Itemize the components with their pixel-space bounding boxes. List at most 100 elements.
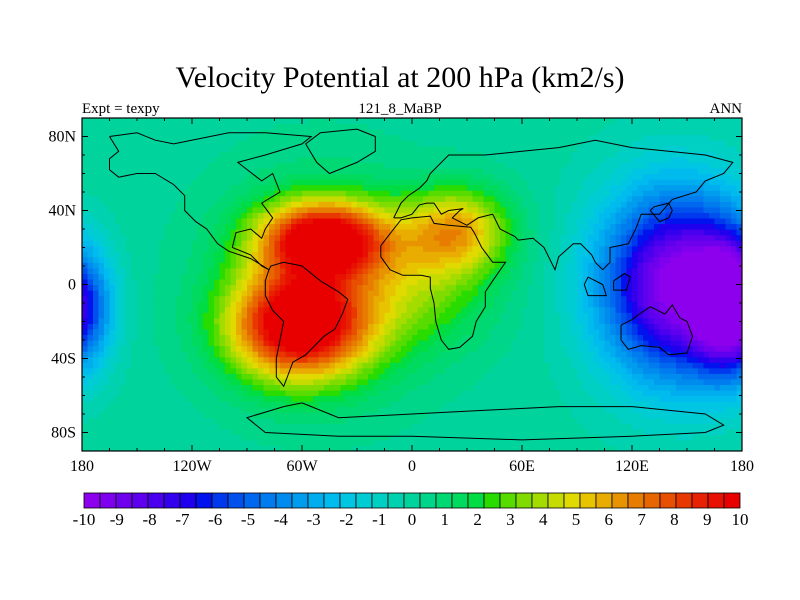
field-cell (505, 406, 512, 413)
field-cell (340, 351, 347, 358)
field-cell (445, 212, 452, 219)
field-cell (324, 356, 331, 363)
field-cell (214, 367, 221, 374)
field-cell (115, 212, 122, 219)
field-cell (115, 356, 122, 363)
field-cell (461, 362, 468, 369)
field-cell (478, 140, 485, 147)
field-cell (280, 284, 287, 291)
field-cell (302, 262, 309, 269)
field-cell (214, 406, 221, 413)
field-cell (115, 234, 122, 241)
field-cell (93, 179, 100, 186)
field-cell (274, 140, 281, 147)
field-cell (357, 190, 364, 197)
field-cell (247, 295, 254, 302)
field-cell (329, 340, 336, 347)
field-cell (522, 406, 529, 413)
field-cell (170, 179, 177, 186)
field-cell (357, 328, 364, 336)
field-cell (252, 251, 259, 258)
field-cell (307, 206, 314, 213)
field-cell (373, 334, 380, 341)
field-cell (296, 234, 303, 241)
field-cell (483, 373, 490, 380)
field-cell (115, 129, 122, 136)
field-cell (82, 190, 89, 197)
field-cell (340, 256, 347, 263)
field-cell (522, 306, 529, 313)
field-cell (417, 345, 424, 352)
field-cell (148, 423, 155, 430)
field-cell (456, 395, 463, 402)
field-cell (142, 306, 149, 313)
field-cell (302, 234, 309, 241)
field-cell (439, 256, 446, 263)
field-cell (472, 401, 479, 408)
field-cell (313, 273, 320, 280)
field-cell (148, 295, 155, 302)
field-cell (269, 423, 276, 430)
field-cell (489, 267, 496, 274)
field-cell (258, 156, 265, 163)
field-cell (450, 223, 457, 230)
field-cell (472, 245, 479, 252)
field-cell (401, 445, 408, 451)
field-cell (318, 290, 325, 297)
field-cell (478, 412, 485, 419)
field-cell (159, 256, 166, 263)
field-cell (225, 162, 232, 169)
field-cell (522, 151, 529, 158)
field-cell (434, 145, 441, 152)
field-cell (423, 389, 430, 397)
field-cell (527, 417, 534, 424)
field-cell (148, 306, 155, 313)
field-cell (329, 123, 336, 130)
field-cell (252, 278, 259, 286)
field-cell (131, 301, 138, 308)
field-cell (131, 145, 138, 152)
field-cell (170, 229, 177, 236)
field-cell (137, 267, 144, 274)
field-cell (395, 434, 402, 441)
field-cell (296, 184, 303, 191)
field-cell (247, 412, 254, 419)
field-cell (274, 306, 281, 313)
field-cell (505, 134, 512, 141)
field-cell (263, 201, 270, 208)
field-cell (93, 273, 100, 280)
field-cell (208, 278, 215, 286)
field-cell (236, 406, 243, 413)
field-cell (434, 167, 441, 175)
field-cell (241, 290, 248, 297)
field-cell (406, 334, 413, 341)
field-cell (329, 212, 336, 219)
field-cell (401, 129, 408, 136)
field-cell (395, 362, 402, 369)
field-cell (274, 217, 281, 225)
field-cell (445, 351, 452, 358)
field-cell (241, 340, 248, 347)
field-cell (252, 179, 259, 186)
field-cell (126, 145, 133, 152)
field-cell (93, 156, 100, 163)
field-cell (329, 223, 336, 230)
field-cell (467, 351, 474, 358)
field-cell (258, 373, 265, 380)
field-cell (461, 334, 468, 341)
field-cell (373, 256, 380, 263)
field-cell (131, 167, 138, 175)
field-cell (445, 123, 452, 130)
field-cell (456, 240, 463, 247)
field-cell (87, 262, 94, 269)
field-cell (269, 190, 276, 197)
field-cell (115, 145, 122, 152)
field-cell (417, 401, 424, 408)
field-cell (142, 395, 149, 402)
field-cell (527, 401, 534, 408)
field-cell (500, 295, 507, 302)
field-cell (335, 190, 342, 197)
field-cell (324, 162, 331, 169)
field-cell (467, 378, 474, 385)
field-cell (368, 373, 375, 380)
